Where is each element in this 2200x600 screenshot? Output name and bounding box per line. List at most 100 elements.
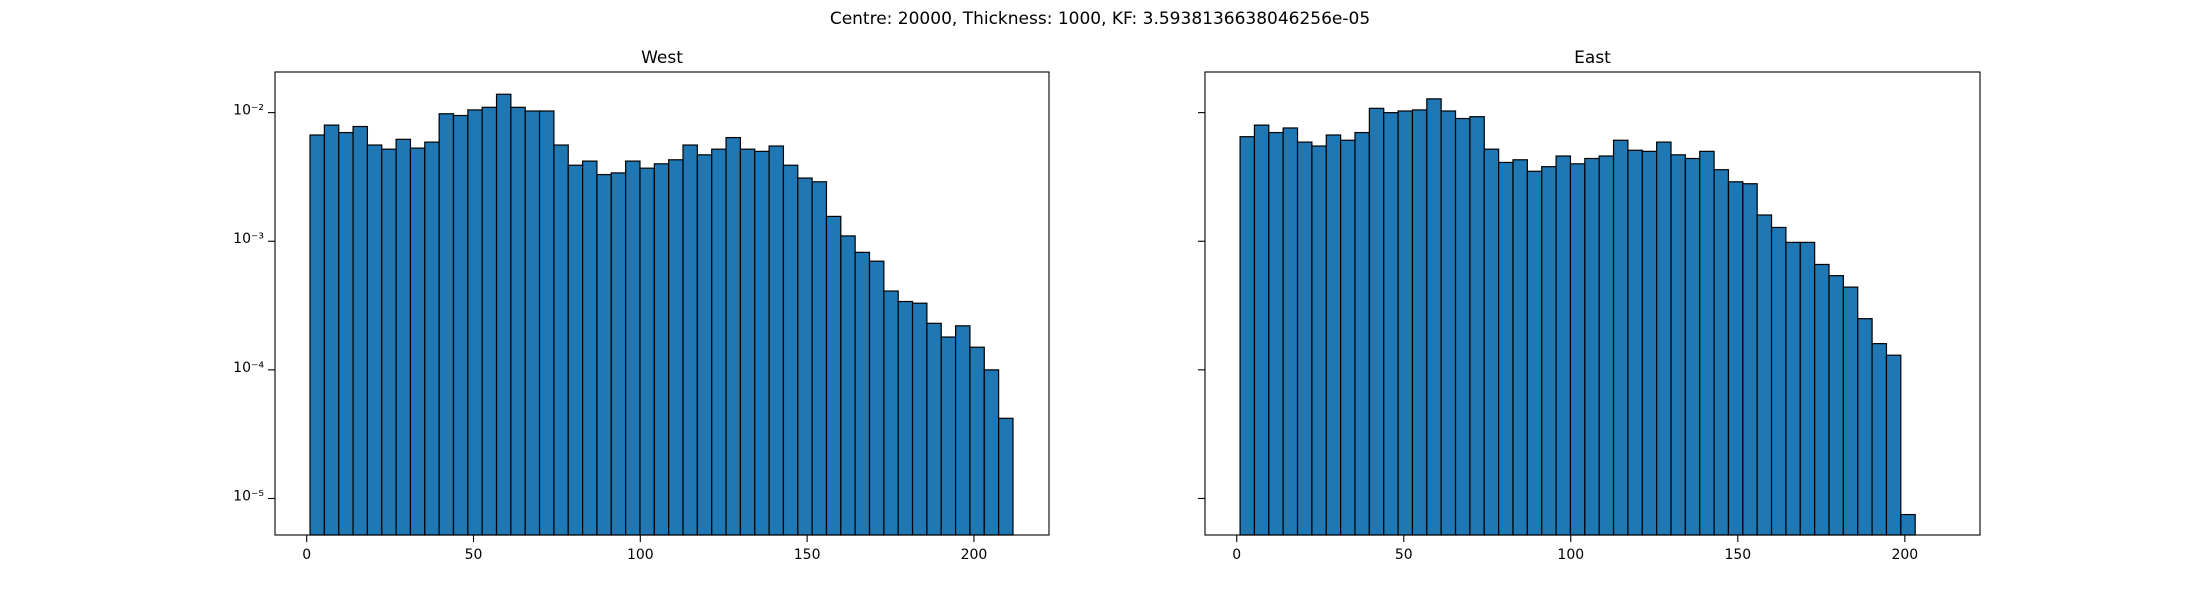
bar [567, 164, 584, 536]
bar [1627, 149, 1643, 536]
x-tick-label: 50 [1395, 547, 1413, 563]
bar [1842, 286, 1859, 536]
bar [782, 164, 799, 536]
bar [452, 114, 469, 536]
bar [739, 148, 756, 536]
bar [1541, 166, 1557, 536]
bar [1368, 107, 1385, 536]
bar [338, 131, 354, 536]
bar [553, 144, 569, 536]
bar [668, 159, 684, 536]
bar [911, 302, 928, 536]
bar [696, 154, 713, 536]
bar [1426, 98, 1442, 536]
bar [969, 346, 985, 536]
bar [438, 113, 455, 536]
bar [510, 106, 526, 536]
bar [854, 251, 871, 536]
x-tick-label: 150 [1724, 547, 1751, 563]
x-tick-label: 100 [1557, 547, 1584, 563]
bar [409, 147, 426, 536]
bar [998, 417, 1014, 536]
bar [1742, 183, 1758, 536]
y-tick-label: 10⁻³ [233, 231, 264, 247]
bar [467, 109, 483, 536]
bar [1253, 124, 1270, 536]
bar [653, 163, 670, 536]
x-tick-label: 0 [1232, 547, 1241, 563]
bar [1498, 161, 1514, 536]
bar [1670, 154, 1686, 536]
bar [1397, 110, 1414, 536]
bar [1296, 141, 1313, 536]
bar [323, 124, 340, 536]
bar [1354, 131, 1370, 536]
bar [1383, 112, 1399, 536]
bar [1828, 275, 1844, 536]
bar [1569, 163, 1586, 536]
bar [1598, 155, 1615, 536]
bar [366, 144, 383, 536]
bar [610, 172, 627, 536]
bar [897, 300, 914, 536]
x-tick-label: 100 [627, 547, 654, 563]
bar [1512, 159, 1528, 536]
bar [768, 145, 785, 536]
bar [1871, 343, 1888, 536]
bar [1239, 136, 1256, 536]
bar [1584, 157, 1600, 536]
bar [309, 134, 325, 536]
axes-frame [1204, 71, 1981, 536]
bar [495, 93, 512, 536]
bar [625, 160, 641, 536]
bar [1325, 134, 1342, 536]
bar [811, 181, 828, 536]
bar [682, 144, 698, 536]
bar [352, 125, 369, 536]
bar [883, 290, 899, 536]
bar [1483, 148, 1500, 536]
bar [524, 110, 541, 536]
bar [1656, 141, 1672, 536]
x-tick-label: 0 [302, 547, 311, 563]
bar [1555, 155, 1572, 536]
bar [1469, 116, 1485, 536]
x-tick-label: 50 [465, 547, 483, 563]
bar [1770, 226, 1787, 536]
bar [1684, 157, 1701, 536]
bar [1785, 241, 1801, 536]
bar [481, 106, 498, 536]
y-tick-label: 10⁻⁴ [233, 360, 264, 376]
figure-title: Centre: 20000, Thickness: 1000, KF: 3.59… [830, 9, 1370, 29]
y-tick-label: 10⁻⁵ [233, 488, 264, 504]
bar [581, 160, 598, 536]
bar [639, 167, 655, 536]
bar [424, 141, 440, 536]
bar [1340, 139, 1356, 536]
bar [1411, 109, 1428, 536]
bar [840, 235, 856, 536]
x-tick-label: 150 [794, 547, 821, 563]
bar [868, 260, 885, 536]
bar [1713, 169, 1730, 536]
bar [754, 150, 770, 536]
bar [711, 148, 727, 536]
bar [381, 148, 397, 536]
bar [1440, 110, 1457, 536]
bar [983, 369, 1000, 536]
bar [1268, 131, 1284, 536]
x-tick-label: 200 [961, 547, 988, 563]
bar [1454, 117, 1471, 536]
bar [1900, 513, 1916, 536]
bar [1814, 263, 1830, 536]
bar [1612, 139, 1629, 536]
bar [1885, 354, 1902, 536]
x-tick-label: 200 [1891, 547, 1918, 563]
bar [1857, 318, 1873, 536]
bar [1799, 241, 1816, 536]
bar [954, 325, 971, 536]
axes-frame [274, 71, 1050, 536]
bar [1641, 150, 1658, 536]
bar [1727, 181, 1744, 536]
